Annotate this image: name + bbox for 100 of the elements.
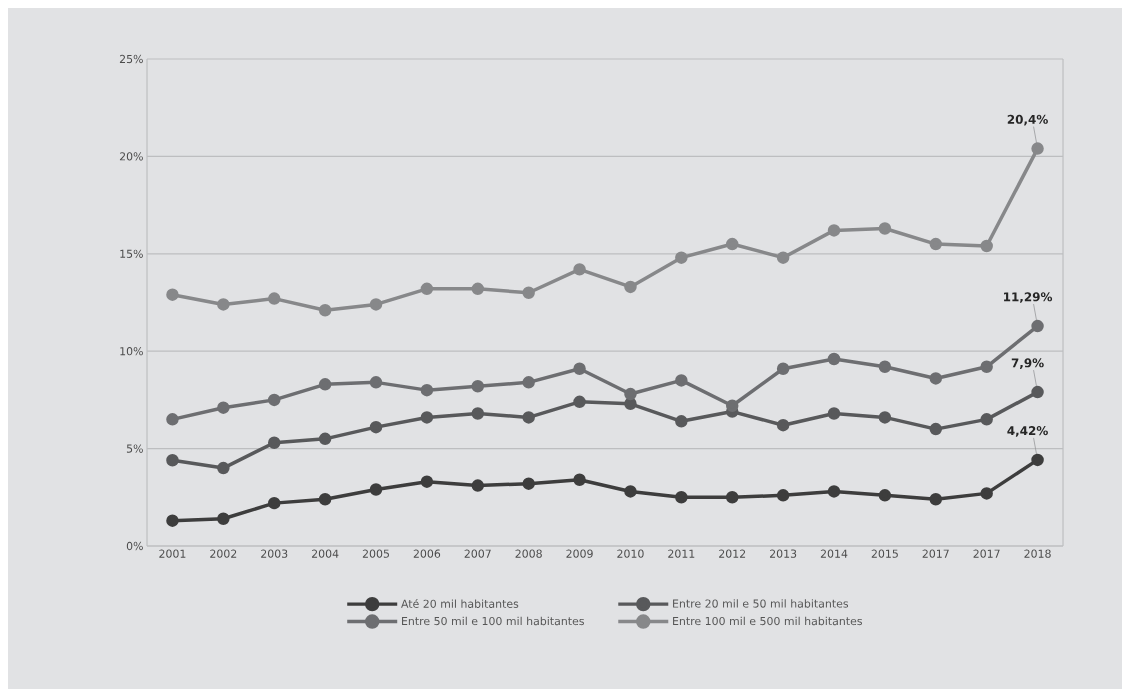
point <box>1031 142 1044 155</box>
x-tick-label: 2001 <box>159 549 186 558</box>
point <box>522 286 535 299</box>
y-tick-label: 20% <box>119 152 143 161</box>
point <box>522 477 535 490</box>
point <box>318 304 332 317</box>
x-tick-label: 2006 <box>413 549 441 558</box>
point <box>217 512 230 525</box>
point <box>980 413 993 426</box>
point <box>217 461 230 475</box>
point <box>420 282 434 296</box>
x-tick-label: 2017 <box>973 549 1000 558</box>
point <box>725 237 739 251</box>
y-tick-label: 0% <box>126 541 143 551</box>
point <box>624 280 637 294</box>
y-tick-label: 25% <box>119 54 143 64</box>
point <box>725 491 739 504</box>
point <box>929 372 943 385</box>
x-tick-label: 2018 <box>1024 549 1051 558</box>
point <box>1031 385 1044 399</box>
point <box>522 376 535 389</box>
point <box>776 251 790 264</box>
point <box>267 436 281 449</box>
point <box>471 282 485 296</box>
y-tick-label: 5% <box>126 444 143 453</box>
point <box>420 411 434 424</box>
point <box>827 352 841 366</box>
x-tick-label: 2004 <box>311 549 339 558</box>
point <box>827 485 841 498</box>
data-label: 20,4% <box>1007 114 1048 126</box>
point <box>267 496 281 510</box>
legend-label: Entre 100 mil e 500 mil habitantes <box>673 616 863 626</box>
x-tick-label: 2010 <box>617 549 644 558</box>
point <box>369 298 383 311</box>
point <box>267 292 281 305</box>
point <box>827 407 841 420</box>
point <box>573 395 586 409</box>
point <box>166 454 179 467</box>
x-tick-label: 2009 <box>566 549 593 558</box>
x-tick-label: 2003 <box>261 549 288 558</box>
legend-label: Entre 50 mil e 100 mil habitantes <box>402 616 584 626</box>
x-tick-label: 2008 <box>515 549 542 558</box>
point <box>166 514 179 527</box>
point <box>776 362 790 375</box>
point <box>675 491 688 504</box>
point <box>522 411 535 424</box>
point <box>420 475 434 488</box>
point <box>878 489 892 502</box>
x-tick-label: 2015 <box>871 549 898 558</box>
point <box>929 492 943 506</box>
point <box>573 362 586 375</box>
y-tick-label: 10% <box>120 347 143 356</box>
point <box>318 432 332 446</box>
point <box>471 407 485 420</box>
point <box>624 485 637 498</box>
point <box>980 239 993 253</box>
point <box>725 399 739 412</box>
point <box>471 380 485 393</box>
point <box>675 251 688 264</box>
point <box>624 387 637 401</box>
x-tick-label: 2002 <box>210 549 237 558</box>
point <box>217 298 230 311</box>
x-tick-label: 2011 <box>668 549 695 558</box>
point <box>878 411 892 424</box>
x-tick-label: 2014 <box>820 549 848 558</box>
data-label: 11,29% <box>1004 292 1053 303</box>
point <box>929 422 943 436</box>
point <box>420 383 434 397</box>
x-tick-label: 2017 <box>922 549 949 558</box>
point <box>624 397 637 411</box>
point <box>980 360 993 374</box>
x-tick-label: 2013 <box>769 549 797 558</box>
point <box>980 487 993 500</box>
point <box>217 401 230 414</box>
point <box>776 489 790 502</box>
point <box>776 418 790 432</box>
point <box>369 420 383 434</box>
point <box>573 263 586 276</box>
point <box>878 222 892 235</box>
x-tick-label: 2005 <box>362 549 389 558</box>
point <box>267 393 281 407</box>
point <box>573 473 586 486</box>
point <box>318 492 332 506</box>
point <box>827 224 841 237</box>
legend-label: Entre 20 mil e 50 mil habitantes <box>673 599 849 608</box>
point <box>369 483 383 496</box>
y-tick-label: 15% <box>120 249 143 258</box>
x-tick-label: 2007 <box>464 549 491 558</box>
point <box>166 413 179 426</box>
point <box>675 374 688 387</box>
legend-label: Até 20 mil habitantes <box>401 598 519 608</box>
point <box>166 288 179 301</box>
point <box>471 479 485 492</box>
point <box>318 378 332 391</box>
data-label: 4,42% <box>1007 426 1048 437</box>
point <box>878 360 892 374</box>
point <box>1031 453 1044 467</box>
point <box>1031 319 1044 333</box>
x-tick-label: 2012 <box>719 549 746 558</box>
data-label: 7,9% <box>1011 358 1044 369</box>
